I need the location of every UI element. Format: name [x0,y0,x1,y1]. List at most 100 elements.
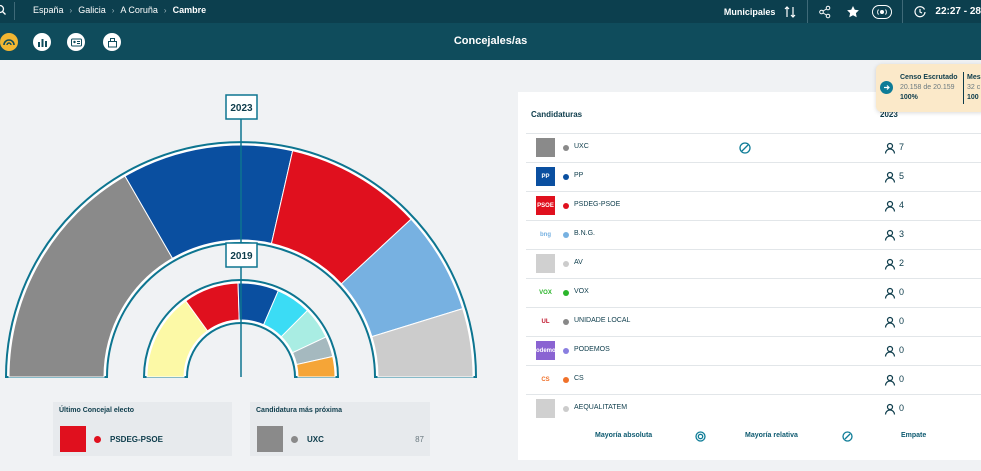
party-logo [536,138,555,157]
seats-count: 0 [899,287,905,297]
tables-label: Mes [967,74,981,81]
party-dot [563,261,569,267]
sort-arrows-icon[interactable] [783,5,797,19]
tables-info: Mes 32 c 100 [967,73,981,103]
party-logo: Podemos [532,341,559,360]
breadcrumb-item[interactable]: España [33,5,64,15]
year-label-outer-box [225,94,258,120]
party-name: PODEMOS [574,346,610,353]
chevron-right-icon: › [163,5,167,15]
breadcrumb: España › Galicia › A Coruña › Cambre [33,5,212,15]
share-icon[interactable] [818,5,832,19]
party-color-swatch [257,426,283,452]
seats-count: 3 [899,229,905,239]
party-name: PP [574,172,584,179]
nav-results-button[interactable] [33,33,51,51]
outer-segment[interactable] [371,307,474,378]
table-row[interactable]: bng B.N.G. 3 [526,220,981,249]
divider [963,72,964,104]
table-row[interactable]: CS CS 0 [526,365,981,394]
live-broadcast-icon[interactable] [872,4,893,19]
chevron-right-icon: › [69,5,73,15]
nav-hemicycle-button[interactable] [0,33,18,51]
hemicycle-icon [3,39,15,46]
census-info: Censo Escrutado 20.158 de 20.159 100% [900,73,958,103]
breadcrumb-item[interactable]: Galicia [78,5,106,15]
seats-count: 0 [899,403,905,413]
person-icon [884,345,896,357]
divider [807,0,809,23]
party-name: UNIDADE LOCAL [574,317,631,324]
page-title: Concejales/as [453,35,528,47]
party-name: AV [574,259,583,266]
nav-candidates-button[interactable] [67,33,85,51]
party-name: UXC [574,143,589,150]
party-name: B.N.G. [574,230,596,237]
relative-majority-icon [842,431,853,442]
table-row[interactable]: PSOE PSDEG-PSOE 4 [526,191,981,220]
party-dot [563,406,569,412]
party-name: PSDEG-PSOE [574,201,621,208]
party-dot [94,436,101,443]
last-update-time: 22:27 - 28 [935,6,981,17]
person-icon [884,142,896,154]
card-title: Último Concejal electo [59,407,135,414]
legend-tie: Empate [901,432,927,439]
year-label-outer: 2023 [230,103,253,114]
person-icon [884,287,896,299]
breadcrumb-item[interactable]: A Coruña [120,5,158,15]
chevron-right-icon: › [111,5,115,15]
party-dot [563,319,569,325]
table-row[interactable]: UXC 7 [526,133,981,162]
party-dot [291,436,298,443]
inner-segment[interactable] [296,355,336,378]
party-name: PSDEG-PSOE [110,435,163,444]
last-elected-card: Último Concejal electo PSDEG-PSOE [53,402,232,456]
table-row[interactable]: Podemos PODEMOS 0 [526,336,981,365]
election-type-selector[interactable]: Municipales [723,6,776,17]
party-logo: bng [536,225,555,244]
party-dot [563,348,569,354]
arrow-right-icon[interactable] [880,81,893,94]
party-name: UXC [307,435,324,444]
seats-count: 4 [899,200,905,210]
party-logo: VOX [536,283,555,302]
bar-chart-icon [37,38,47,47]
census-label: Censo Escrutado [900,74,958,81]
relative-majority-icon [739,142,751,154]
ballot-box-icon [107,37,117,47]
next-candidate-card: Candidatura más próxima UXC 87 [250,402,430,456]
party-color-swatch [60,426,86,452]
column-header-party: Candidaturas [531,110,583,119]
table-row[interactable]: VOX VOX 0 [526,278,981,307]
census-percent: 100% [900,94,918,101]
year-label-inner-box [225,242,258,268]
party-logo: UL [536,312,555,331]
party-logo: PP [536,167,555,186]
party-dot [563,232,569,238]
party-name: VOX [574,288,589,295]
party-logo: PSOE [536,196,555,215]
star-icon[interactable] [846,5,860,19]
seats-count: 0 [899,345,905,355]
search-icon[interactable] [0,4,8,16]
person-icon [884,374,896,386]
table-row[interactable]: PP PP 5 [526,162,981,191]
party-name: AEQUALITATEM [574,404,628,411]
votes-difference: 87 [415,435,424,444]
seats-count: 2 [899,258,905,268]
column-header-year: 2023 [880,110,898,119]
table-row[interactable]: AEQUALITATEM 0 [526,394,981,423]
seats-count: 7 [899,142,905,152]
outer-segment[interactable] [8,175,174,378]
results-table: Candidaturas 2023 UXC 7 PP PP 5 PSOE PSDEG-PSO… [518,92,981,460]
party-logo [536,399,555,418]
party-dot [563,145,569,151]
divider [14,2,15,20]
table-row[interactable]: UL UNIDADE LOCAL 0 [526,307,981,336]
table-row[interactable]: AV 2 [526,249,981,278]
clock-refresh-icon [914,5,927,17]
nav-participation-button[interactable] [103,33,121,51]
year-label-inner: 2019 [230,251,253,262]
party-dot [563,290,569,296]
